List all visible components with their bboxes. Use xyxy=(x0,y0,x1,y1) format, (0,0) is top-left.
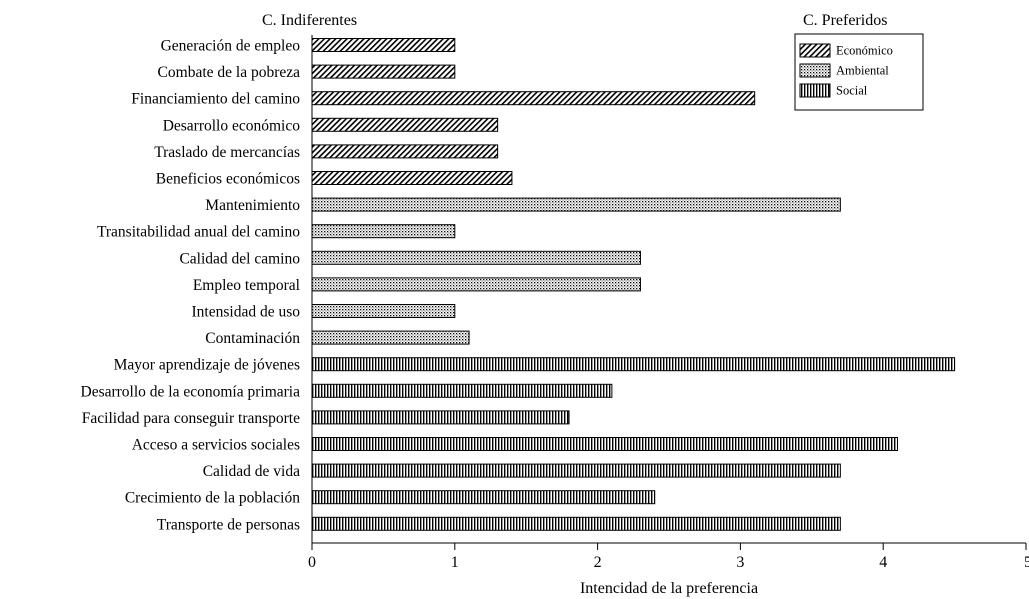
category-label: Crecimiento de la población xyxy=(125,490,300,507)
category-labels: Generación de empleo Combate de la pobrez… xyxy=(81,38,301,534)
x-tick-label: 0 xyxy=(308,554,316,571)
legend-swatch-social xyxy=(799,83,831,98)
bar-4 xyxy=(311,117,499,132)
bar-1 xyxy=(311,38,456,52)
bar-15 xyxy=(311,410,570,425)
x-axis-title: Intencidad de la preferencia xyxy=(580,580,758,597)
category-label: Transitabilidad anual del camino xyxy=(97,224,300,241)
bar-16 xyxy=(311,437,898,451)
bar-18 xyxy=(311,490,656,505)
legend-swatch-ambiental xyxy=(799,63,831,78)
bar-10 xyxy=(311,277,641,292)
bar-6 xyxy=(311,171,513,185)
x-tick-label: 4 xyxy=(879,554,887,571)
category-label: Beneficios económicos xyxy=(156,171,300,188)
category-label: Calidad del camino xyxy=(179,250,300,267)
category-label: Financiamiento del camino xyxy=(131,91,300,108)
category-label: Transporte de personas xyxy=(157,516,300,533)
bar-8 xyxy=(311,224,456,239)
category-label: Intensidad de uso xyxy=(192,304,301,321)
legend: Económico Ambiental Social xyxy=(794,33,924,111)
bar-9 xyxy=(311,250,641,265)
category-label: Facilidad para conseguir transporte xyxy=(82,410,300,427)
legend-label-social: Social xyxy=(836,84,868,98)
category-label: Mayor aprendizaje de jóvenes xyxy=(114,357,300,374)
legend-swatch-economico xyxy=(799,43,831,58)
bar-12 xyxy=(311,330,470,345)
category-label: Calidad de vida xyxy=(203,463,300,480)
category-label: Desarrollo de la economía primaria xyxy=(81,383,301,400)
bar-5 xyxy=(311,144,499,159)
bars-group xyxy=(311,38,956,531)
bar-13 xyxy=(311,357,956,372)
legend-label-ambiental: Ambiental xyxy=(836,64,889,78)
category-label: Combate de la pobreza xyxy=(158,64,301,81)
bar-17 xyxy=(311,463,841,478)
bar-19 xyxy=(311,516,841,531)
bar-7 xyxy=(311,197,841,212)
x-axis: 0 1 2 3 4 5 xyxy=(308,35,1029,571)
x-tick-label: 5 xyxy=(1024,554,1029,571)
category-label: Empleo temporal xyxy=(193,277,300,294)
x-tick-label: 3 xyxy=(736,554,744,571)
bar-11 xyxy=(311,304,456,318)
bar-3 xyxy=(311,91,756,106)
category-label: Generación de empleo xyxy=(161,38,301,55)
legend-label-economico: Económico xyxy=(836,44,893,58)
category-label: Traslado de mercancías xyxy=(154,144,300,161)
right-corner-label: C. Preferidos xyxy=(803,12,887,29)
left-corner-label: C. Indiferentes xyxy=(262,12,357,29)
category-label: Mantenimiento xyxy=(205,197,300,214)
category-label: Desarrollo económico xyxy=(163,117,301,134)
bar-2 xyxy=(311,64,456,79)
category-label: Contaminación xyxy=(205,330,300,347)
x-tick-label: 2 xyxy=(594,554,602,571)
category-label: Acceso a servicios sociales xyxy=(132,437,300,454)
bar-14 xyxy=(311,383,613,398)
x-tick-label: 1 xyxy=(451,554,459,571)
